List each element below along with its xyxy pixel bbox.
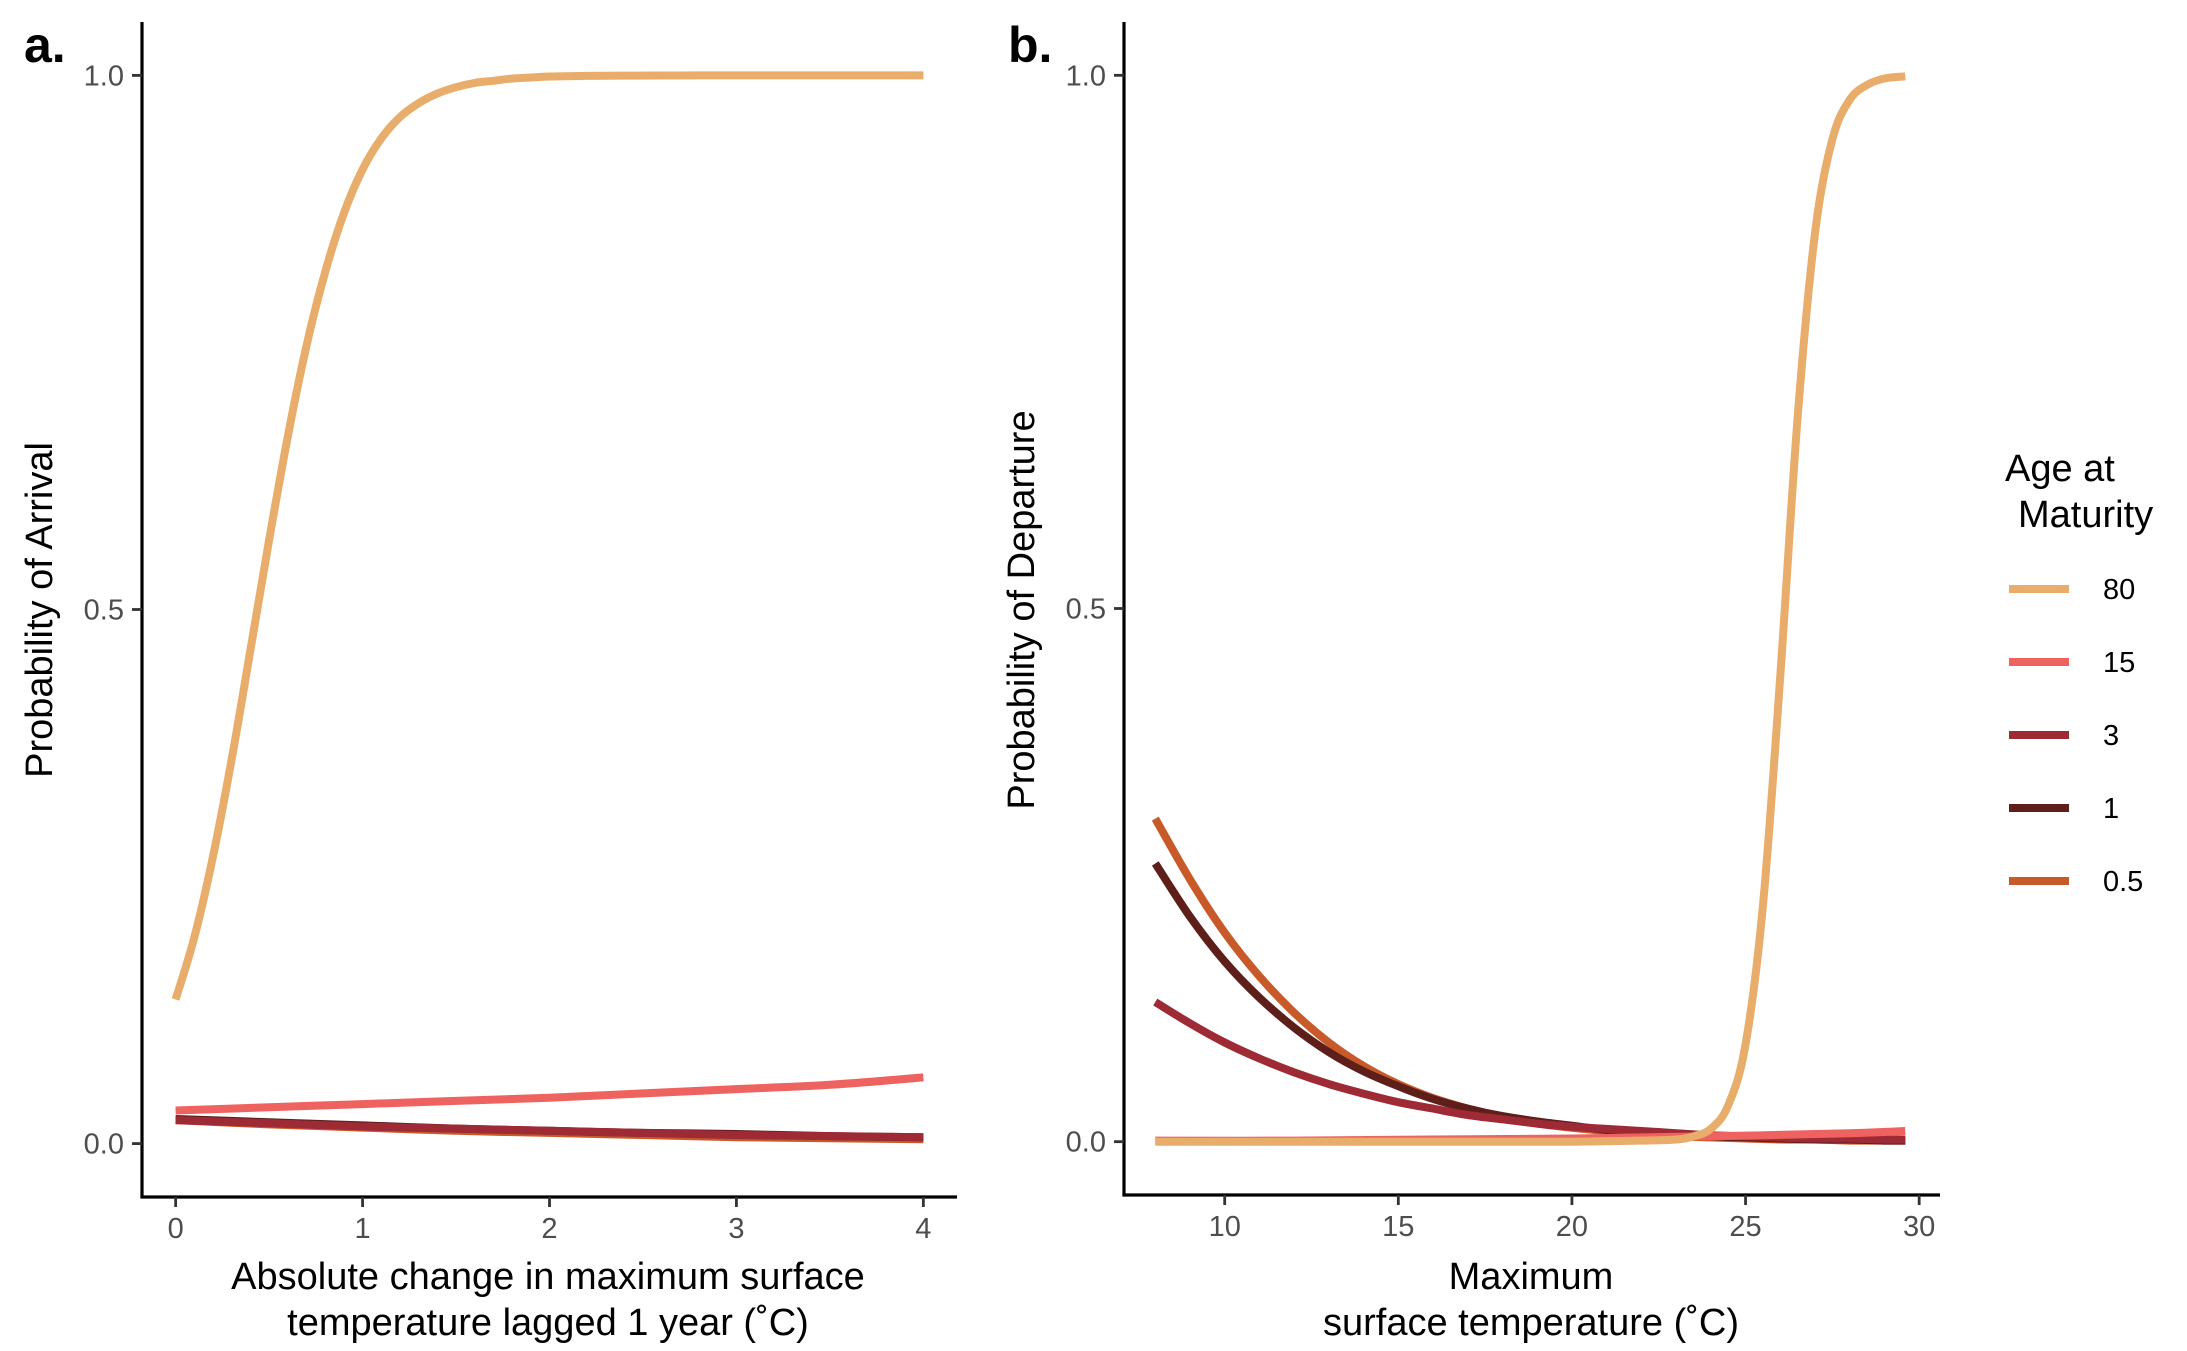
panel-a-x-axis-title-line2: temperature lagged 1 year (˚C) xyxy=(287,1302,809,1344)
panel-a-y-tick-label: 0.0 xyxy=(84,1129,124,1161)
legend-label-80: 80 xyxy=(2103,574,2135,606)
panel-b-y-tick-label: 0.5 xyxy=(1066,594,1106,626)
legend-title-line2: Maturity xyxy=(2018,494,2153,536)
panel-a-series-line-15 xyxy=(175,1073,924,1115)
panel-b-x-tick-label: 20 xyxy=(1556,1211,1588,1243)
panel-a-letter: a. xyxy=(24,17,66,73)
panel-a-series-line-3 xyxy=(175,1116,924,1142)
legend-items: 80 15 3 1 0.5 xyxy=(2009,574,2143,898)
panel-a-curves xyxy=(171,71,924,1144)
panel-b-series-line-80 xyxy=(1155,72,1906,1146)
legend: Age at Maturity 80 15 3 1 0.5 xyxy=(2005,448,2153,898)
panel-b-ticks: 10 15 20 25 30 0.0 0.5 1.0 xyxy=(1066,60,1936,1243)
panel-b-series-line-1 xyxy=(1151,861,1906,1145)
panel-b-x-tick-label: 30 xyxy=(1903,1211,1935,1243)
panel-a-y-tick-label: 1.0 xyxy=(84,60,124,92)
panel-a-x-tick-label: 1 xyxy=(355,1213,371,1245)
panel-a-x-axis-title-line1: Absolute change in maximum surface xyxy=(231,1256,865,1298)
panel-b-x-axis-title-line2: surface temperature (˚C) xyxy=(1323,1302,1739,1344)
panel-a-series-line-80 xyxy=(171,71,924,1001)
panel-b-series-line-3 xyxy=(1153,998,1906,1144)
panel-b-y-tick-label: 0.0 xyxy=(1066,1127,1106,1159)
panel-a-y-axis-title: Probability of Arrival xyxy=(19,442,61,778)
panel-b-series-line-0-5 xyxy=(1151,816,1906,1145)
legend-label-0-5: 0.5 xyxy=(2103,866,2143,898)
panel-b-letter: b. xyxy=(1008,17,1052,73)
panel-a-y-tick-label: 0.5 xyxy=(84,595,124,627)
panel-a: a. 0 1 2 3 4 0.0 0.5 1.0 Absolute change in max… xyxy=(19,17,957,1344)
panel-a-x-tick-label: 2 xyxy=(541,1213,557,1245)
legend-label-15: 15 xyxy=(2103,647,2135,679)
panel-a-x-tick-label: 0 xyxy=(168,1213,184,1245)
panel-b-curves xyxy=(1151,72,1906,1146)
legend-label-3: 3 xyxy=(2103,720,2119,752)
panel-b-y-axis-title: Probability of Departure xyxy=(1001,410,1043,809)
legend-title-line1: Age at xyxy=(2005,448,2115,490)
panel-a-x-tick-label: 4 xyxy=(915,1213,931,1245)
panel-b-x-tick-label: 15 xyxy=(1382,1211,1414,1243)
panel-b: b. 10 15 20 25 30 0.0 0.5 1.0 Maximum surface t… xyxy=(1001,17,1940,1344)
legend-label-1: 1 xyxy=(2103,793,2119,825)
panel-b-x-tick-label: 10 xyxy=(1209,1211,1241,1243)
panel-b-y-tick-label: 1.0 xyxy=(1066,60,1106,92)
panel-a-ticks: 0 1 2 3 4 0.0 0.5 1.0 xyxy=(84,60,932,1245)
panel-a-x-tick-label: 3 xyxy=(728,1213,744,1245)
panel-b-x-tick-label: 25 xyxy=(1729,1211,1761,1243)
panel-b-x-axis-title-line1: Maximum xyxy=(1449,1256,1614,1298)
